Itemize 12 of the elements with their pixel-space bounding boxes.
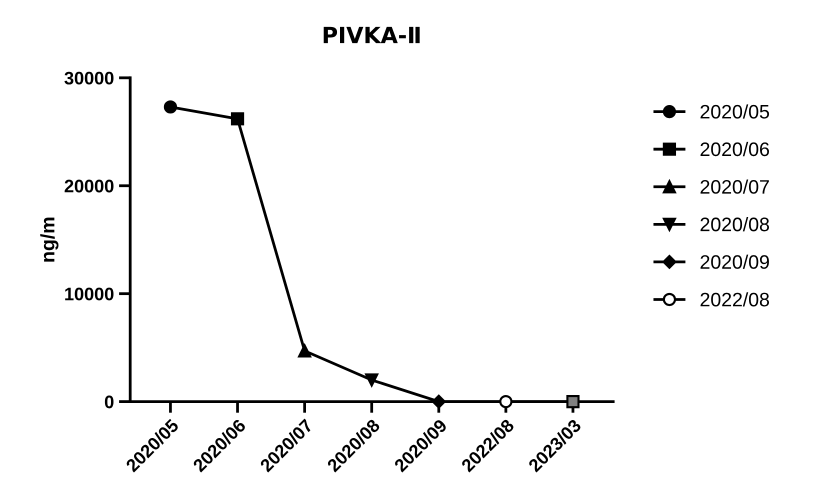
legend-label: 2020/09 <box>700 254 769 269</box>
legend-label: 2020/07 <box>700 179 769 194</box>
y-tick-label: 0 <box>104 396 114 408</box>
y-tick-label: 20000 <box>64 180 114 192</box>
legend-label: 2022/08 <box>700 292 770 306</box>
legend-label: 2020/05 <box>700 104 770 119</box>
chart-title: PIVKA-Ⅱ <box>324 26 420 44</box>
y-tick-label: 30000 <box>64 72 114 85</box>
y-axis-title: ng/m <box>40 218 58 262</box>
legend-label: 2020/08 <box>700 217 770 232</box>
legend-label: 2020/06 <box>700 142 770 156</box>
y-tick-label: 10000 <box>65 288 114 300</box>
